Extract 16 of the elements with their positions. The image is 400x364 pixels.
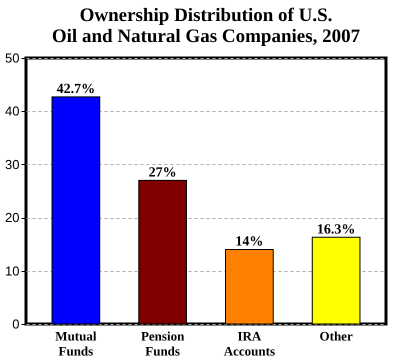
data-label: 16.3% <box>316 222 356 238</box>
y-tick-label: 40 <box>5 104 20 119</box>
y-tick-label: 20 <box>5 210 20 226</box>
x-tick-label: Mutual Funds <box>55 328 97 358</box>
y-tick-label: 30 <box>5 156 20 172</box>
y-tick-label: 10 <box>5 263 20 278</box>
text: Ownership Distribution of U.S. <box>80 5 332 26</box>
x-tick-label: Pension Funds <box>140 328 186 358</box>
data-label: 14% <box>235 234 264 250</box>
x-tick-label: IRA Accounts <box>224 328 276 358</box>
y-tick-label: 50 <box>5 50 20 66</box>
text: Oil and Natural Gas Companies, 2007 <box>52 26 360 47</box>
x-tick-label: Other <box>320 328 353 344</box>
data-label: 42.7% <box>56 82 96 97</box>
data-label: 27% <box>148 165 177 180</box>
y-tick-label: 0 <box>12 316 20 332</box>
